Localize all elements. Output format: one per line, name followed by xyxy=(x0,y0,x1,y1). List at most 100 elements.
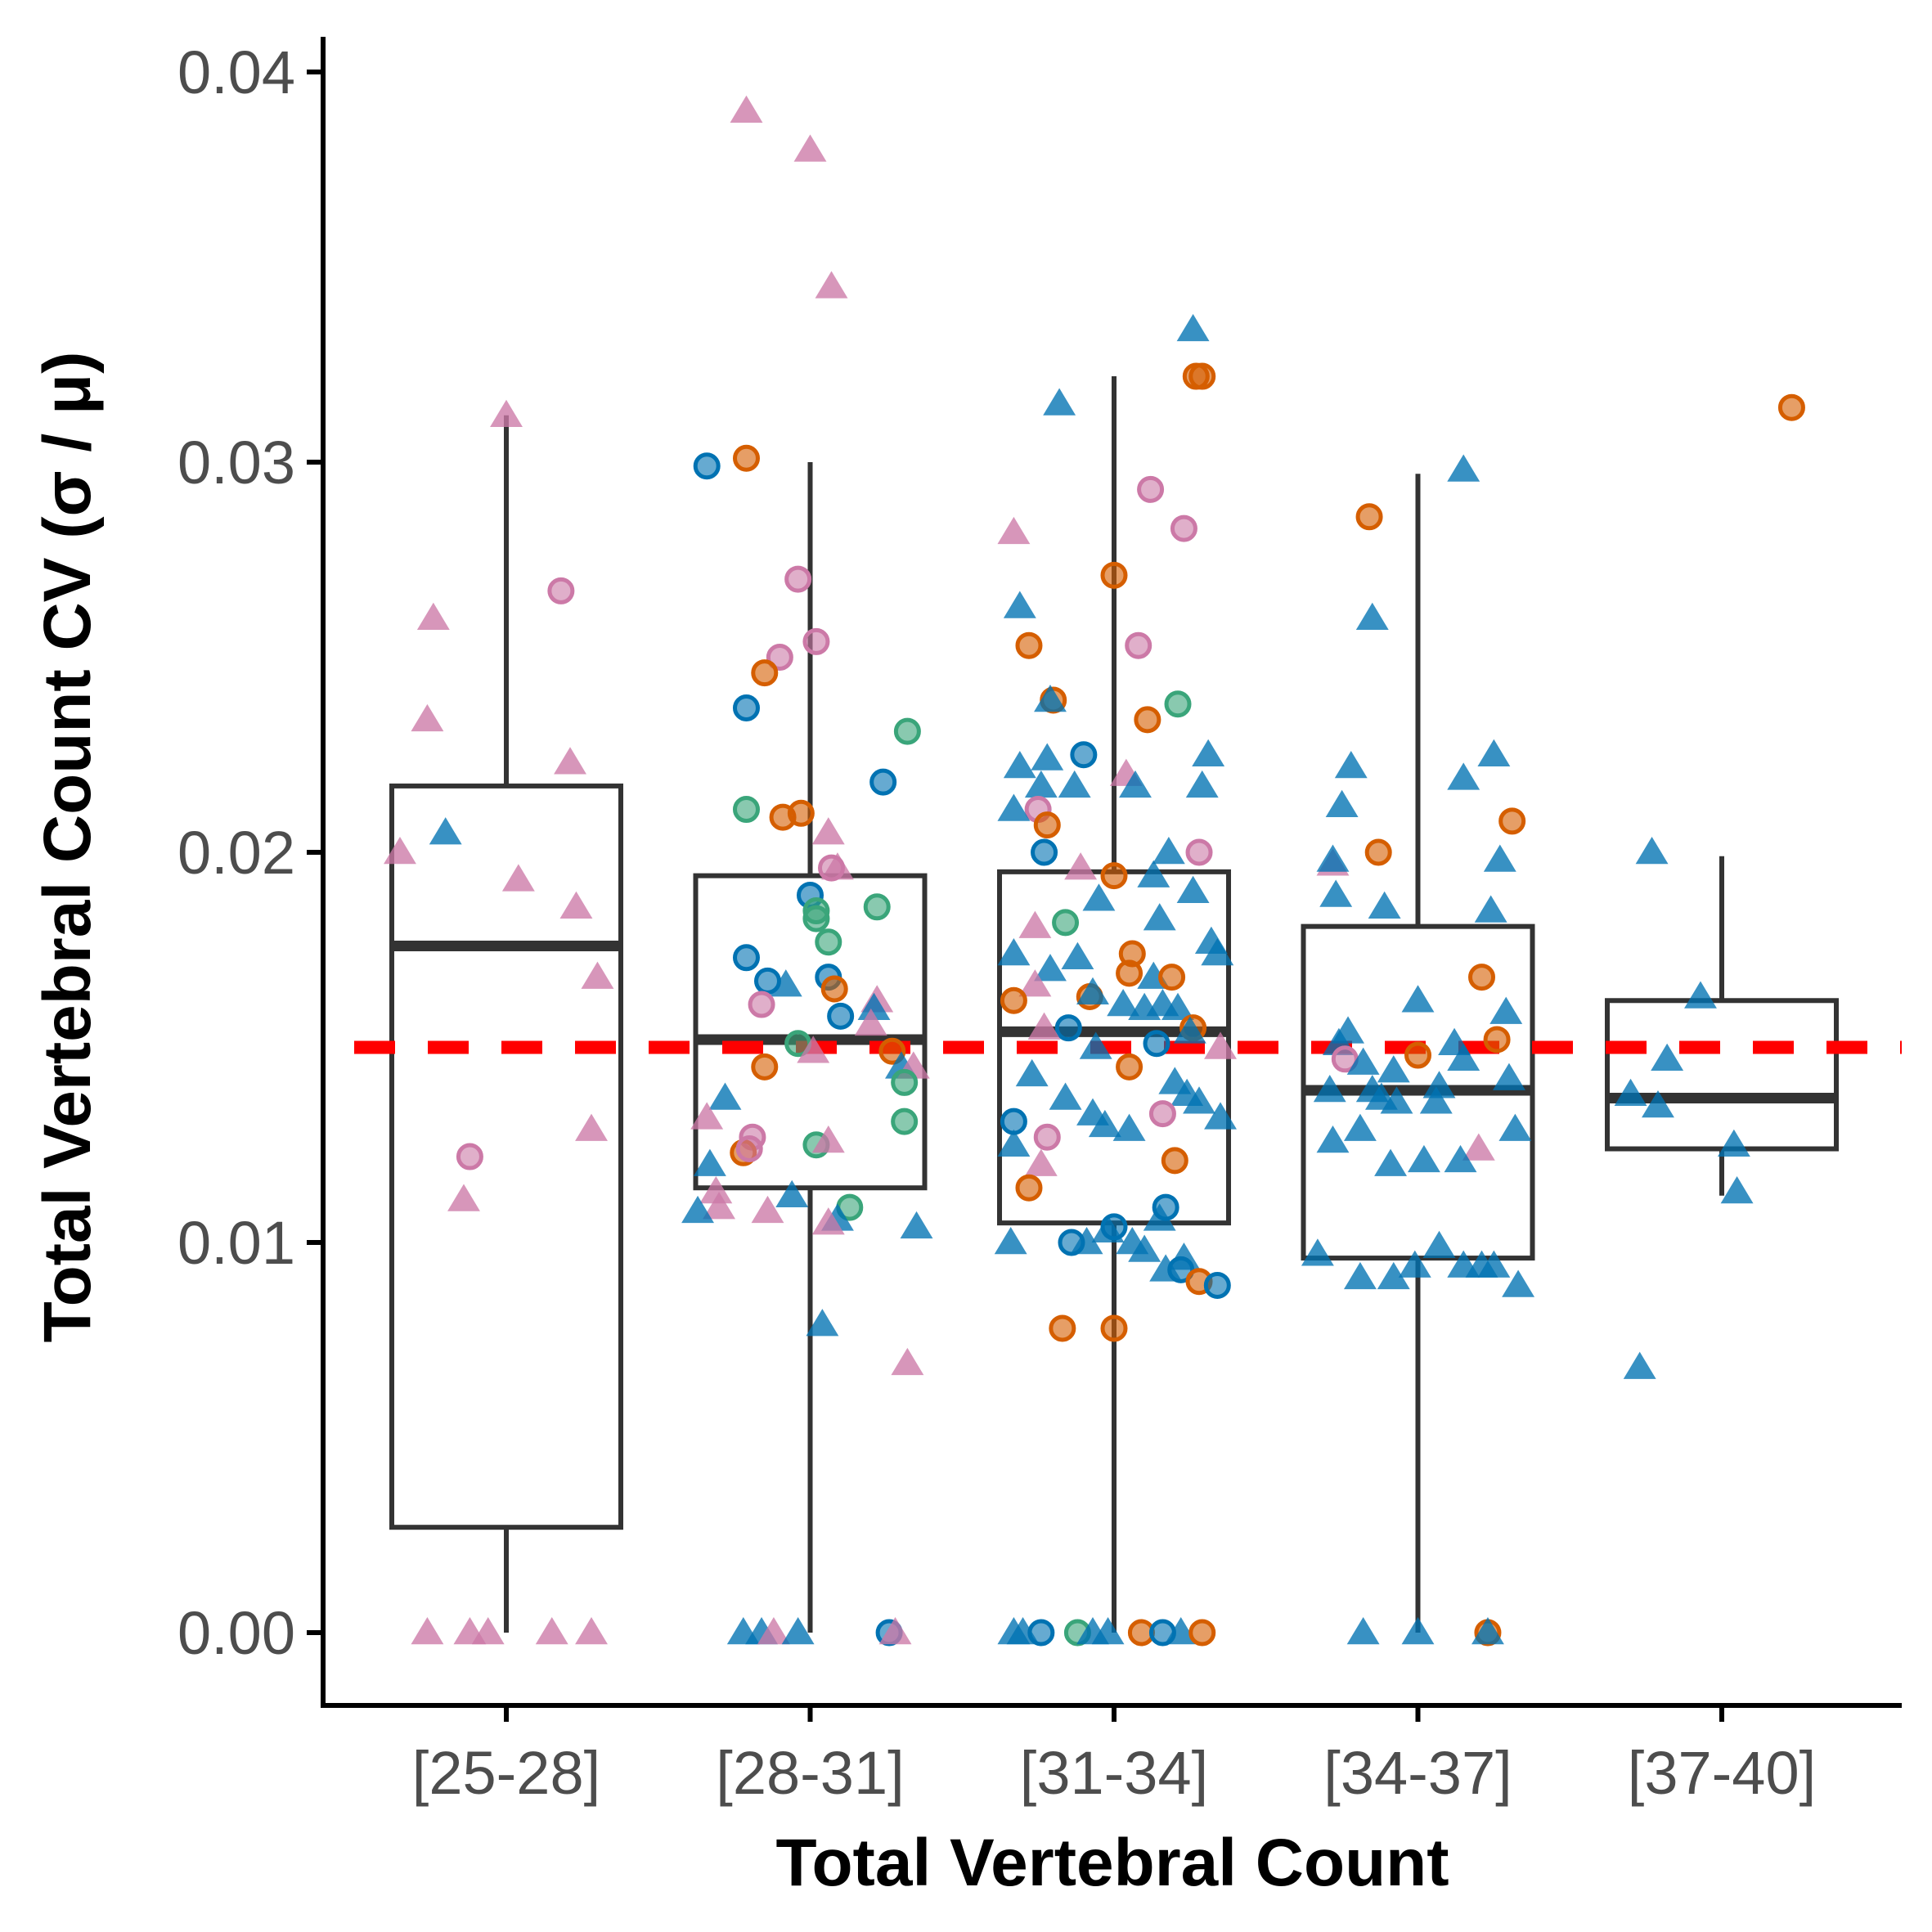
data-point-triangle xyxy=(857,992,891,1021)
data-point-triangle xyxy=(1049,1082,1082,1110)
data-point-triangle xyxy=(416,602,450,631)
data-point-triangle xyxy=(1061,941,1094,970)
data-point-triangle xyxy=(1422,1230,1456,1259)
data-point-triangle xyxy=(1346,1047,1380,1075)
data-point-triangle xyxy=(1334,751,1368,779)
data-point-triangle xyxy=(1201,938,1234,966)
data-point-circle xyxy=(1161,1147,1188,1175)
data-point-triangle xyxy=(1082,883,1116,911)
data-point-triangle xyxy=(1301,1238,1334,1266)
data-point-circle xyxy=(863,893,891,921)
data-point-triangle xyxy=(1091,1617,1125,1645)
data-point-triangle xyxy=(1173,1016,1206,1044)
data-point-triangle xyxy=(1015,1058,1049,1087)
data-point-triangle xyxy=(1034,684,1067,712)
data-point-circle xyxy=(1185,838,1213,866)
data-point-triangle xyxy=(429,817,462,845)
data-point-circle xyxy=(1188,362,1216,390)
data-point-circle xyxy=(1468,964,1496,991)
data-point-triangle xyxy=(811,1207,845,1235)
data-point-triangle xyxy=(1204,1102,1237,1130)
data-point-triangle xyxy=(1185,770,1219,798)
data-point-triangle xyxy=(1076,977,1109,1004)
x-tick-label: [28-31] xyxy=(716,1739,904,1807)
data-point-triangle xyxy=(900,1211,933,1239)
data-point-triangle xyxy=(1398,1250,1431,1278)
x-axis-title: Total Vertebral Count xyxy=(775,1826,1449,1900)
data-point-triangle xyxy=(811,1125,845,1153)
data-point-triangle xyxy=(708,1082,742,1110)
data-point-triangle xyxy=(1684,981,1717,1009)
data-point-circle xyxy=(732,694,760,722)
data-point-triangle xyxy=(891,1347,924,1376)
data-point-circle xyxy=(1070,741,1098,769)
data-point-triangle xyxy=(775,1179,809,1208)
data-point-triangle xyxy=(806,1309,839,1337)
data-point-triangle xyxy=(878,1617,912,1645)
data-point-triangle xyxy=(1493,1063,1525,1090)
data-point-circle xyxy=(1100,862,1128,890)
data-point-triangle xyxy=(1316,844,1350,872)
data-point-triangle xyxy=(699,1175,733,1204)
data-point-circle xyxy=(1031,838,1058,866)
data-point-circle xyxy=(735,1135,763,1163)
data-point-circle xyxy=(1125,631,1152,659)
data-point-triangle xyxy=(1498,1113,1532,1141)
data-point-circle xyxy=(1777,393,1805,421)
data-point-triangle xyxy=(1374,1148,1408,1176)
boxplot-[37-40] xyxy=(1605,856,1839,1196)
data-point-triangle xyxy=(1064,852,1098,880)
data-point-circle xyxy=(1148,1100,1176,1128)
data-point-triangle xyxy=(1623,1351,1656,1379)
data-point-triangle xyxy=(447,1184,480,1211)
data-point-circle xyxy=(784,565,812,593)
data-point-circle xyxy=(1000,986,1027,1014)
data-point-circle xyxy=(1355,503,1383,531)
data-point-triangle xyxy=(1477,739,1511,766)
data-point-circle xyxy=(1143,1030,1170,1058)
data-point-circle xyxy=(827,1002,855,1030)
data-point-triangle xyxy=(1444,1144,1477,1173)
data-point-triangle xyxy=(1027,1012,1061,1040)
data-point-circle xyxy=(802,905,830,932)
data-point-circle xyxy=(751,1053,779,1081)
y-tick-label: 0.00 xyxy=(177,1599,295,1667)
data-point-triangle xyxy=(1018,969,1052,997)
data-point-triangle xyxy=(797,1036,830,1063)
data-point-triangle xyxy=(1018,910,1052,938)
y-tick-label: 0.02 xyxy=(177,819,295,887)
data-point-circle xyxy=(1134,706,1161,734)
data-point-circle xyxy=(1404,1041,1431,1069)
data-point-circle xyxy=(732,796,760,824)
data-point-triangle xyxy=(559,891,593,919)
axes-layer xyxy=(321,37,1902,1708)
data-point-circle xyxy=(1015,631,1043,659)
data-point-triangle xyxy=(1079,1031,1112,1059)
x-tick-label: [25-28] xyxy=(412,1739,600,1807)
data-point-triangle xyxy=(1143,1203,1176,1231)
data-point-triangle xyxy=(554,747,586,775)
data-point-triangle xyxy=(815,271,848,299)
data-point-triangle xyxy=(1447,762,1480,790)
data-point-circle xyxy=(1498,807,1526,835)
data-point-triangle xyxy=(994,1227,1027,1255)
data-point-circle xyxy=(1100,1314,1128,1342)
data-point-circle xyxy=(820,975,848,1003)
data-point-triangle xyxy=(1720,1175,1754,1204)
data-point-triangle xyxy=(811,817,845,845)
data-point-triangle xyxy=(1614,1078,1647,1106)
data-point-triangle xyxy=(471,1617,505,1645)
data-point-triangle xyxy=(1107,989,1140,1017)
data-point-triangle xyxy=(1419,1086,1453,1114)
data-point-triangle xyxy=(997,516,1031,545)
data-point-triangle xyxy=(411,1617,444,1645)
data-point-triangle xyxy=(1149,1254,1183,1282)
data-point-circle xyxy=(547,577,575,604)
data-point-triangle xyxy=(1401,985,1435,1013)
data-point-triangle xyxy=(1176,875,1210,903)
data-point-triangle xyxy=(1474,895,1507,923)
data-point-circle xyxy=(1483,1026,1511,1054)
data-point-circle xyxy=(815,928,842,956)
data-point-triangle xyxy=(1447,454,1480,482)
data-point-triangle xyxy=(1313,1074,1346,1103)
